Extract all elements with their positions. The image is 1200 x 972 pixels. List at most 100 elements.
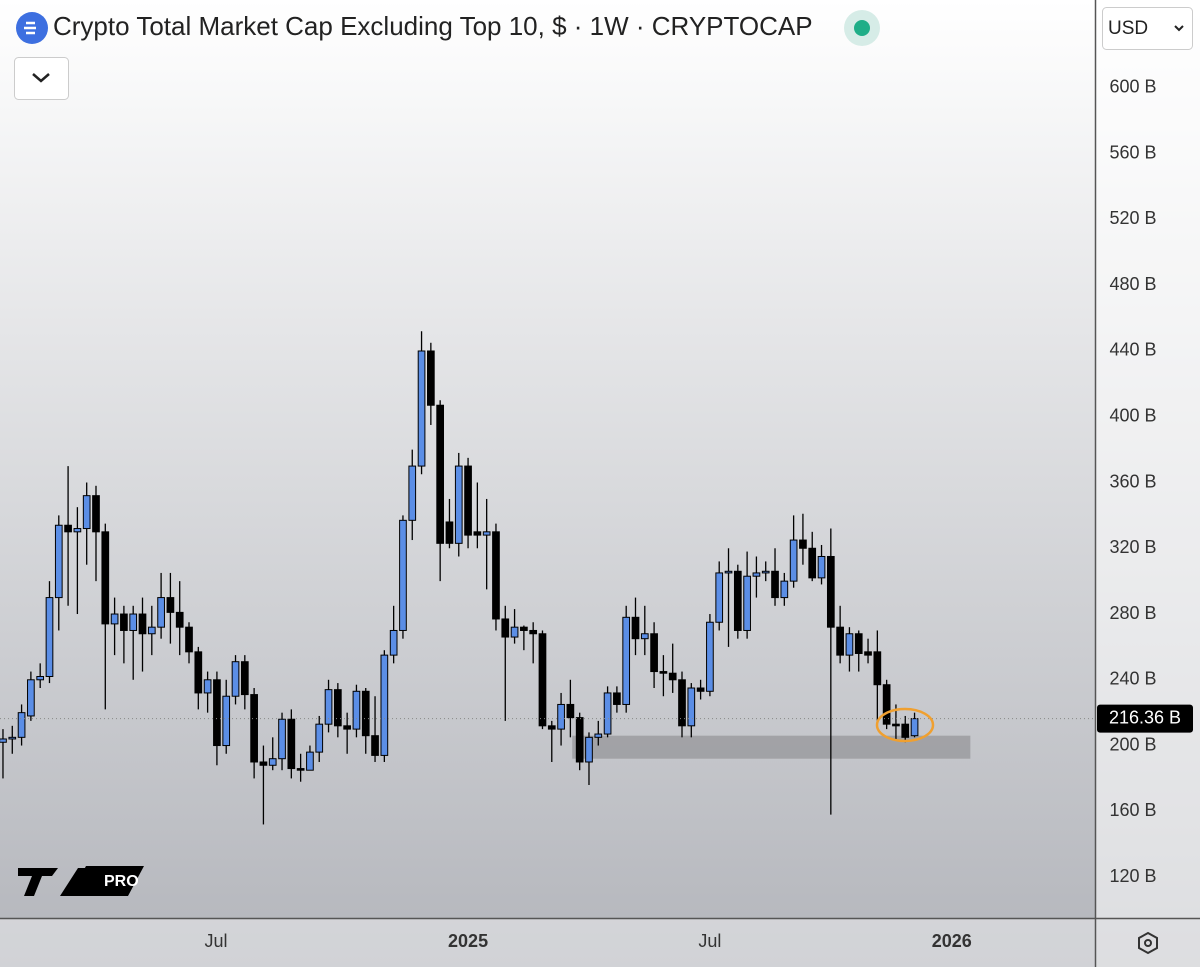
candle-body xyxy=(631,616,640,640)
symbol-icon-glyph xyxy=(24,21,36,35)
candle-body xyxy=(706,621,714,692)
candle-body xyxy=(808,547,817,579)
candle-body xyxy=(547,725,556,730)
y-tick-label: 120 B xyxy=(1109,866,1156,886)
y-tick-label: 600 B xyxy=(1109,77,1156,97)
x-tick-label: Jul xyxy=(204,931,227,951)
candle-body xyxy=(36,675,45,681)
candle-body xyxy=(799,539,807,549)
candle-body xyxy=(8,736,17,740)
candle-body xyxy=(175,611,184,628)
candle-body xyxy=(613,692,621,705)
candle-body xyxy=(492,531,500,620)
candle-body xyxy=(333,689,342,727)
candle-body xyxy=(73,528,82,533)
y-tick-label: 360 B xyxy=(1109,471,1156,491)
candle-body xyxy=(157,597,165,628)
candle-body xyxy=(259,761,268,766)
candle-body xyxy=(789,539,798,582)
candle-body xyxy=(343,725,351,730)
candle-body xyxy=(399,519,407,631)
y-tick-label: 400 B xyxy=(1109,405,1156,425)
chevron-icon xyxy=(32,73,50,83)
candle-body xyxy=(27,679,35,717)
candle-body xyxy=(678,679,686,727)
x-tick-label: Jul xyxy=(698,931,721,951)
logo-text: PRO xyxy=(104,873,139,890)
y-tick-label: 520 B xyxy=(1109,208,1156,228)
candle-body xyxy=(696,687,705,692)
settings-icon[interactable] xyxy=(1138,931,1158,955)
x-tick-label: 2025 xyxy=(448,931,488,951)
candle-body xyxy=(650,633,658,673)
candle-body xyxy=(761,570,770,574)
candle-body xyxy=(482,531,491,536)
logo-mark xyxy=(18,868,92,896)
dropdown-chevron xyxy=(1174,25,1184,32)
candle-body xyxy=(864,651,872,656)
candle-body xyxy=(306,751,314,771)
candle-body xyxy=(715,572,724,623)
candle-body xyxy=(771,570,779,599)
candle-body xyxy=(436,404,445,544)
y-tick-label: 560 B xyxy=(1109,142,1156,162)
candle-body xyxy=(231,661,240,697)
candle-body xyxy=(371,735,379,756)
candle-body xyxy=(101,531,110,625)
candle-body xyxy=(250,694,258,763)
candle-body xyxy=(910,718,919,737)
candle-body xyxy=(454,465,463,544)
candle-body xyxy=(427,350,435,406)
candle-body xyxy=(882,684,891,725)
candle-body xyxy=(240,661,249,696)
candle-body xyxy=(575,717,584,763)
candle-body xyxy=(166,597,175,613)
candle-body xyxy=(464,465,472,536)
candle-body xyxy=(110,613,119,625)
currency-dropdown[interactable] xyxy=(1102,7,1193,50)
candle-body xyxy=(324,689,333,725)
candle-body xyxy=(120,613,128,631)
settings-icon-center xyxy=(1144,939,1152,947)
candle-body xyxy=(147,626,156,635)
candle-body xyxy=(194,651,203,694)
candle-body xyxy=(352,690,361,730)
currency-label: USD xyxy=(1108,18,1148,39)
support-zone xyxy=(572,735,971,759)
last-price-label: 216.36 B xyxy=(1109,707,1181,727)
candle-body xyxy=(54,524,63,599)
candle-body xyxy=(501,618,510,638)
candle-body xyxy=(380,654,389,756)
time-axis-panel xyxy=(0,919,1096,967)
candle-body xyxy=(733,570,742,631)
candle-body xyxy=(780,580,789,599)
y-tick-label: 480 B xyxy=(1109,274,1156,294)
candle-body xyxy=(901,723,910,738)
candle-body xyxy=(64,524,72,533)
y-tick-label: 320 B xyxy=(1109,537,1156,557)
logo-badge xyxy=(70,866,144,896)
candle-body xyxy=(845,633,854,656)
candle-body xyxy=(185,626,193,653)
candle-body xyxy=(603,692,612,735)
candle-body xyxy=(557,703,565,730)
candle-body xyxy=(836,626,844,656)
candle-body xyxy=(473,531,482,536)
candle-body xyxy=(873,651,882,686)
candle-body xyxy=(817,555,826,579)
candle-body xyxy=(622,616,631,705)
candle-body xyxy=(315,723,324,753)
candle-body xyxy=(724,570,733,574)
collapse-button[interactable] xyxy=(14,57,69,100)
candle-body xyxy=(296,768,305,771)
chart-title: Crypto Total Market Cap Excluding Top 10… xyxy=(53,11,813,41)
candle-body xyxy=(520,626,528,631)
y-tick-label: 440 B xyxy=(1109,340,1156,360)
candle-body xyxy=(92,495,100,533)
candle-body xyxy=(82,495,91,530)
y-tick-label: 240 B xyxy=(1109,669,1156,689)
candle-body xyxy=(389,629,398,656)
candle-body xyxy=(287,718,296,770)
